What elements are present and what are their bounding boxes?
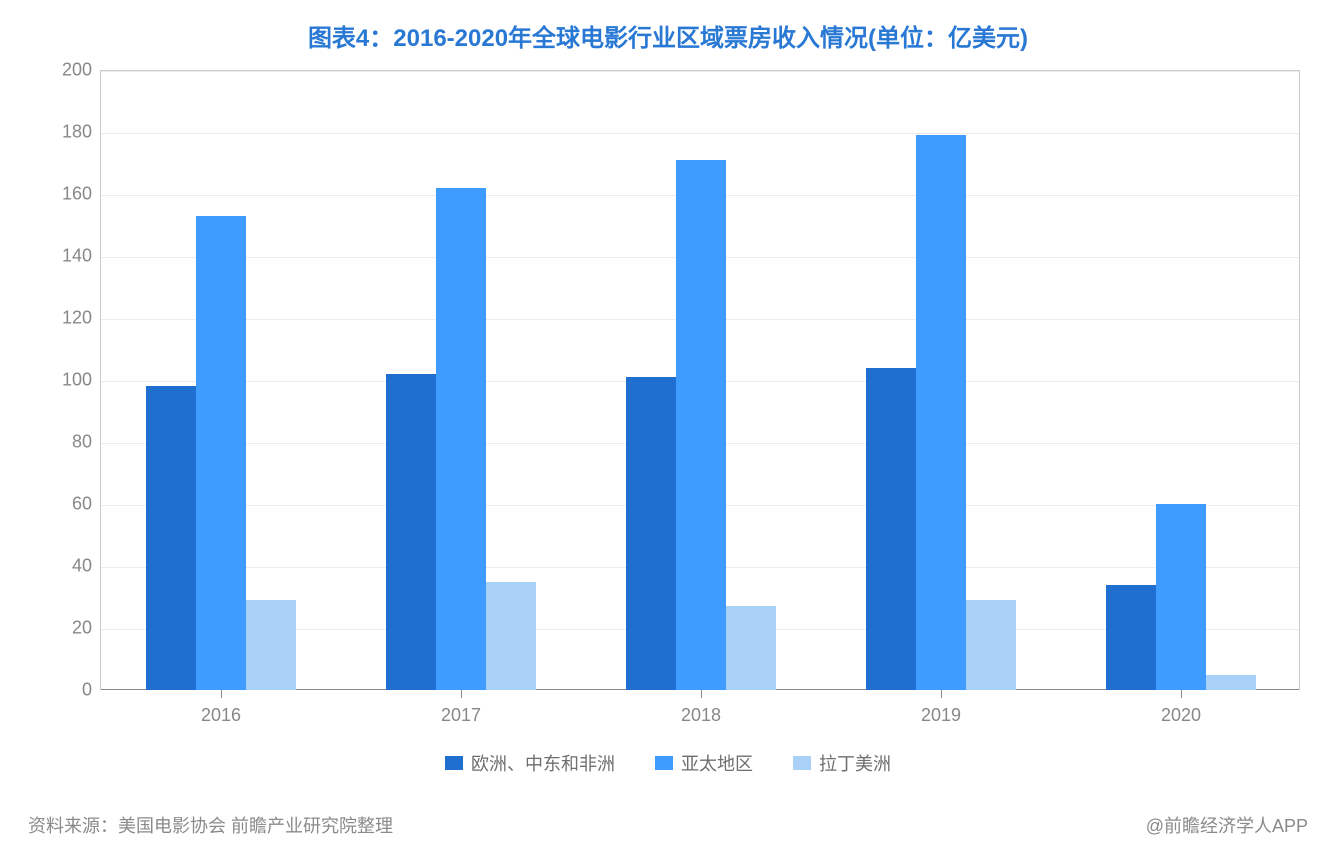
bar [916,135,966,690]
x-tick [221,690,222,698]
bar [676,160,726,690]
x-tick-label: 2020 [1161,705,1201,726]
grid-line [101,71,1299,72]
chart-footer: 资料来源：美国电影协会 前瞻产业研究院整理 @前瞻经济学人APP [28,812,1308,838]
bar [1206,675,1256,691]
x-tick-label: 2018 [681,705,721,726]
y-tick-label: 180 [62,122,92,143]
y-tick-label: 140 [62,246,92,267]
bar [1106,585,1156,690]
legend-label: 拉丁美洲 [819,750,891,776]
x-tick-label: 2017 [441,705,481,726]
legend-swatch [793,756,811,770]
bar [436,188,486,690]
y-tick-label: 0 [82,680,92,701]
bar [1156,504,1206,690]
source-text: 资料来源：美国电影协会 前瞻产业研究院整理 [28,812,393,838]
y-tick-label: 120 [62,308,92,329]
y-tick-label: 80 [72,432,92,453]
legend-label: 亚太地区 [681,750,753,776]
bar [246,600,296,690]
bar-group [1106,504,1256,690]
chart-title: 图表4：2016-2020年全球电影行业区域票房收入情况(单位：亿美元) [0,0,1336,53]
bar [726,606,776,690]
legend-item: 亚太地区 [655,750,753,776]
y-tick-label: 160 [62,184,92,205]
y-axis: 020406080100120140160180200 [40,70,100,690]
attribution-text: @前瞻经济学人APP [1146,812,1308,838]
chart-area: 020406080100120140160180200 201620172018… [40,70,1300,720]
plot-area: 20162017201820192020 [100,70,1300,690]
x-tick-label: 2016 [201,705,241,726]
x-tick-label: 2019 [921,705,961,726]
x-tick [1181,690,1182,698]
y-tick-label: 200 [62,60,92,81]
x-tick [461,690,462,698]
bar [386,374,436,690]
bar-group [386,188,536,690]
bar [486,582,536,691]
y-tick-label: 100 [62,370,92,391]
legend-swatch [655,756,673,770]
bar [196,216,246,690]
bar-group [866,135,1016,690]
legend-item: 拉丁美洲 [793,750,891,776]
grid-line [101,133,1299,134]
x-tick [941,690,942,698]
bar [866,368,916,690]
legend-label: 欧洲、中东和非洲 [471,750,615,776]
y-tick-label: 40 [72,556,92,577]
bar [626,377,676,690]
legend-item: 欧洲、中东和非洲 [445,750,615,776]
y-tick-label: 20 [72,618,92,639]
legend-swatch [445,756,463,770]
legend: 欧洲、中东和非洲 亚太地区 拉丁美洲 [0,750,1336,776]
x-tick [701,690,702,698]
bar [966,600,1016,690]
bar-group [626,160,776,690]
bar [146,386,196,690]
y-tick-label: 60 [72,494,92,515]
bar-group [146,216,296,690]
